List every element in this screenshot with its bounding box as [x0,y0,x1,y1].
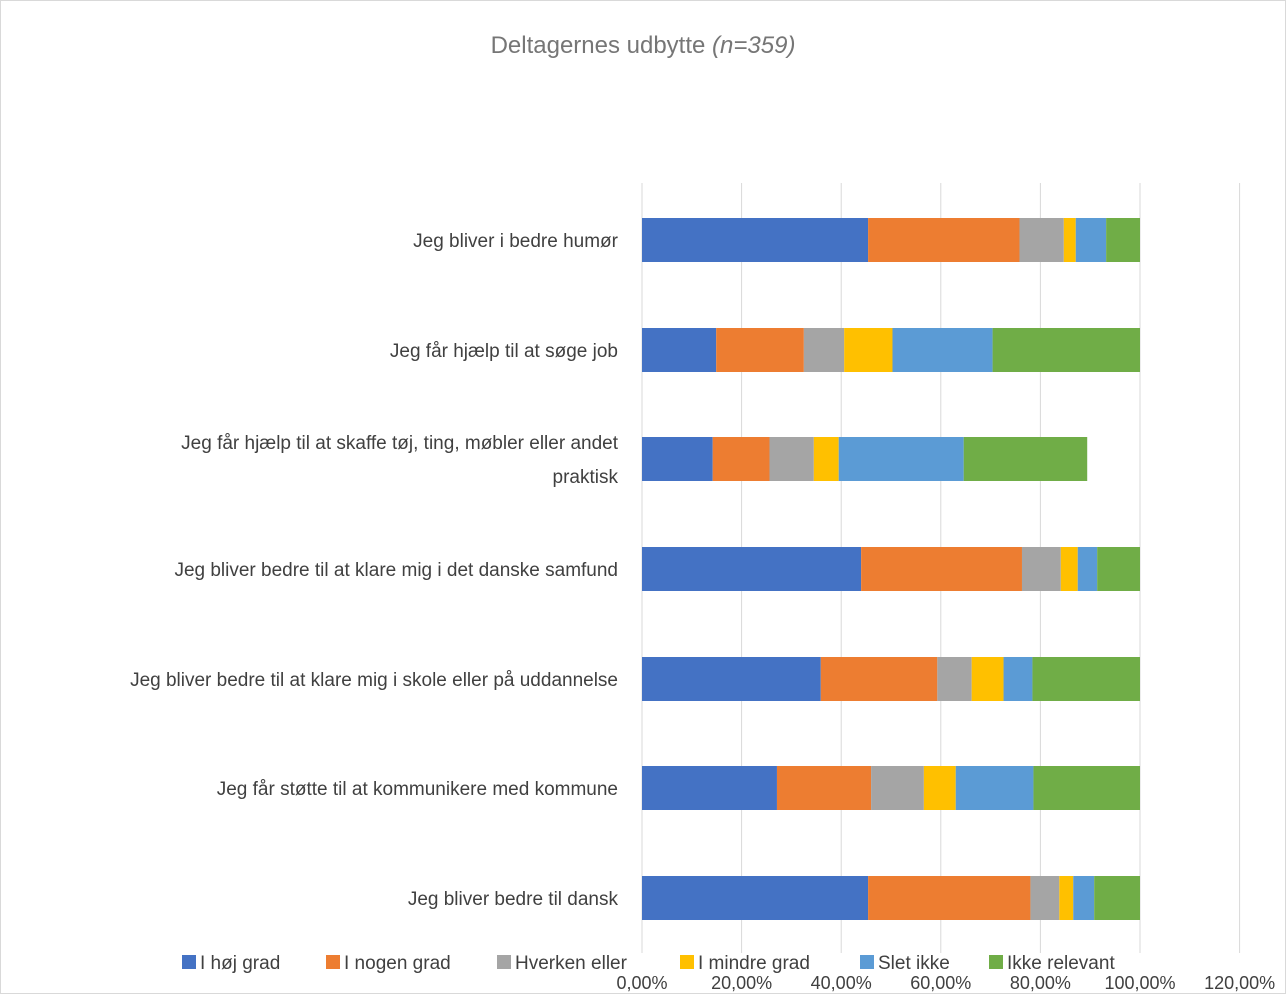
x-tick-label: 100,00% [1104,973,1175,993]
bar-segment [1003,657,1033,701]
bar-segment [642,218,869,262]
bar-segment [868,218,1020,262]
bar-segment [971,657,1004,701]
category-label: Jeg bliver i bedre humør [413,231,619,252]
bar-segment [923,766,956,810]
legend-swatch [989,955,1003,969]
bar-segment [871,766,924,810]
bar-segment [892,328,993,372]
bar-segment [1033,766,1140,810]
category-label: Jeg bliver bedre til at klare mig i det … [174,560,618,581]
bar-segment [868,876,1031,920]
bar-segment [955,766,1034,810]
bar-segment [1073,876,1095,920]
bar-segment [642,328,717,372]
bar-segment [1059,876,1074,920]
legend-swatch [326,955,340,969]
legend-label: Hverken eller [515,953,628,974]
bar-segment [844,328,893,372]
chart-title-n: (n=359) [712,32,796,59]
bar-segment [1106,218,1140,262]
bar-segment [963,437,1088,481]
x-tick-label: 60,00% [910,973,971,993]
bar-segment [642,437,713,481]
bar-segment [642,876,869,920]
bar-segment [937,657,972,701]
legend-swatch [497,955,511,969]
category-label: Jeg får hjælp til at søge job [390,341,618,362]
bar-segment [769,437,814,481]
x-tick-label: 120,00% [1204,973,1275,993]
legend-label: I nogen grad [344,953,451,974]
legend-label: I høj grad [200,953,280,974]
category-label: praktisk [553,467,619,488]
chart-title-text: Deltagernes udbytte [490,32,706,59]
legend-swatch [860,955,874,969]
bar-segment [642,657,821,701]
bar-segment [992,328,1140,372]
bar-segment [642,766,777,810]
category-label: Jeg bliver bedre til dansk [408,889,619,910]
bar-segment [776,766,872,810]
bar-segment [1030,876,1060,920]
x-tick-label: 40,00% [811,973,872,993]
bar-segment [813,437,839,481]
bar-segment [838,437,964,481]
bar-segment [1021,547,1061,591]
legend-label: Slet ikke [878,953,950,974]
x-tick-label: 20,00% [711,973,772,993]
bar-segment [803,328,845,372]
bar-segment [1063,218,1076,262]
x-tick-label: 80,00% [1010,973,1071,993]
bar-segment [861,547,1022,591]
bar-segment [1097,547,1140,591]
bar-segment [1077,547,1098,591]
chart-title: Deltagernes udbytte (n=359) [0,32,1286,60]
bar-segment [712,437,770,481]
bar-segment [642,547,862,591]
legend-swatch [680,955,694,969]
bar-segment [1019,218,1064,262]
legend-label: Ikke relevant [1007,953,1115,974]
legend-swatch [182,955,196,969]
bar-segment [716,328,804,372]
bar-segment [1075,218,1107,262]
bar-segment [1094,876,1140,920]
bar-segment [1032,657,1140,701]
category-label: Jeg får støtte til at kommunikere med ko… [217,779,618,800]
bar-segment [1060,547,1078,591]
legend-label: I mindre grad [698,953,810,974]
category-label: Jeg bliver bedre til at klare mig i skol… [130,670,618,691]
bar-segment [820,657,938,701]
category-label: Jeg får hjælp til at skaffe tøj, ting, m… [181,433,619,454]
x-tick-label: 0,00% [616,973,667,993]
